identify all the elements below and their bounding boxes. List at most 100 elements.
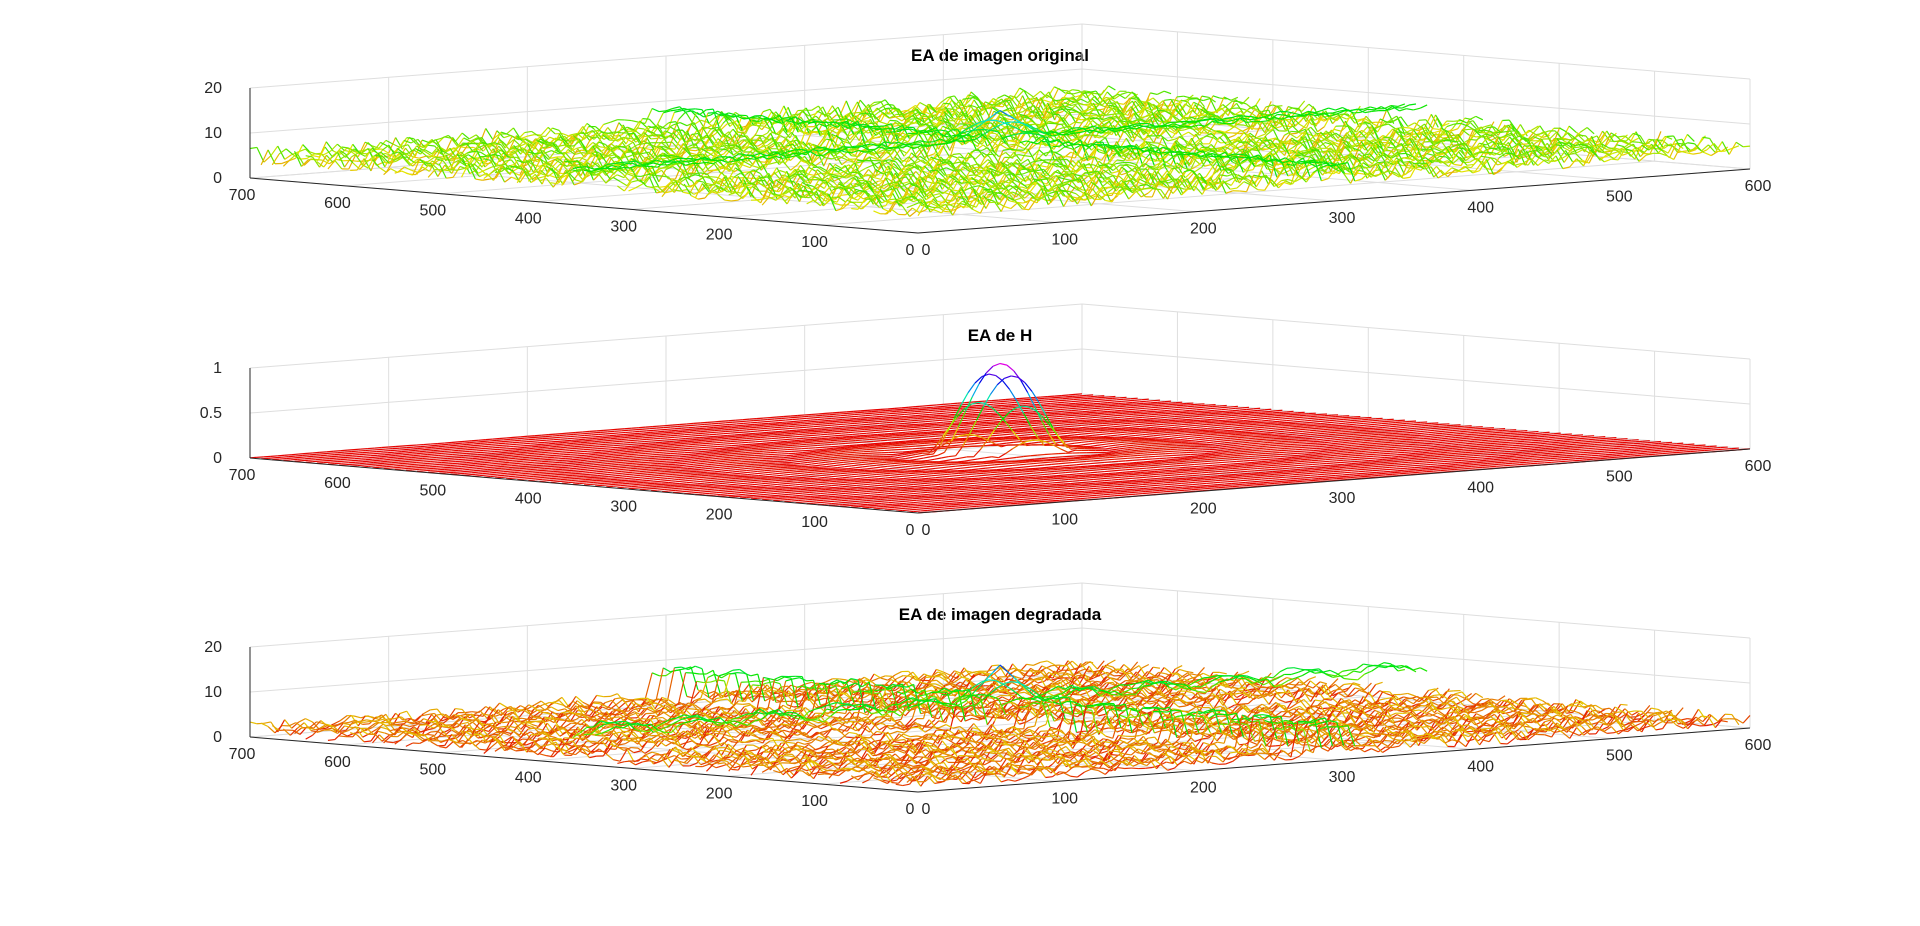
grid-line <box>388 166 1057 223</box>
surface-segment <box>955 112 964 124</box>
surface-segment <box>439 146 448 152</box>
surface-segment <box>360 147 369 155</box>
surface-segment <box>779 118 788 123</box>
surface-segment <box>341 146 349 149</box>
surface-segment <box>1084 134 1092 137</box>
surface-segment <box>631 119 639 123</box>
surface-segment <box>872 113 881 123</box>
surface-segment <box>1232 100 1240 103</box>
surface-segment <box>1065 89 1073 94</box>
surface-segment <box>454 132 463 142</box>
surface-segment <box>614 131 622 134</box>
surface-segment <box>417 138 426 148</box>
surface-segment <box>538 135 546 138</box>
surface-segment <box>1432 128 1440 131</box>
surface-segment <box>922 103 931 118</box>
surface-segment <box>651 107 660 113</box>
surface-segment <box>1013 95 1022 106</box>
surface-segment <box>1060 98 1068 101</box>
surface-segment <box>741 171 749 174</box>
surface-segment <box>951 105 960 116</box>
surface-segment <box>431 145 440 155</box>
surface-segment <box>1074 121 1082 124</box>
surface-segment <box>428 150 437 159</box>
surface-segment <box>515 135 524 143</box>
surface-segment <box>633 132 642 144</box>
surface-segment <box>648 134 656 138</box>
surface-segment <box>553 136 562 144</box>
surface-segment <box>260 149 269 166</box>
surface-segment <box>560 136 569 145</box>
surface-segment <box>1066 92 1074 95</box>
surface-segment <box>815 115 824 123</box>
surface-segment <box>725 113 734 118</box>
surface-segment <box>585 129 593 135</box>
surface-segment <box>937 106 946 122</box>
surface-segment <box>821 113 829 117</box>
surface-segment <box>442 147 451 156</box>
surface-segment <box>928 114 936 118</box>
surface-segment <box>866 108 875 123</box>
surface-segment <box>1108 85 1116 91</box>
surface-segment <box>949 103 958 119</box>
surface-segment <box>1353 111 1361 114</box>
surface-segment <box>1453 122 1461 125</box>
surface-segment <box>271 153 280 166</box>
surface-segment <box>371 145 380 149</box>
surface-segment <box>357 141 366 157</box>
surface-segment <box>1019 87 1027 93</box>
surface-segment <box>1015 95 1024 112</box>
surface-segment <box>743 118 752 131</box>
surface-segment <box>616 136 624 141</box>
surface-segment <box>547 126 556 135</box>
surface-segment <box>1176 120 1184 123</box>
surface-segment <box>685 110 693 113</box>
surface-segment <box>610 119 618 123</box>
surface-segment <box>773 142 781 145</box>
surface-segment <box>866 101 875 109</box>
surface-segment <box>384 153 393 168</box>
surface-segment <box>1016 89 1025 99</box>
surface-segment <box>742 124 750 132</box>
surface-segment <box>611 134 620 144</box>
surface-segment <box>722 115 731 124</box>
surface-segment <box>591 129 599 133</box>
surface-segment <box>933 102 942 111</box>
surface-segment <box>1035 96 1044 111</box>
surface-segment <box>635 118 643 133</box>
surface-segment <box>488 144 496 148</box>
surface-segment <box>603 121 611 125</box>
surface-segment <box>643 132 652 140</box>
surface-segment <box>1006 109 1015 119</box>
surface-segment <box>1003 99 1011 103</box>
surface-segment <box>1040 97 1049 110</box>
surface-segment <box>410 150 419 161</box>
surface-segment <box>611 122 620 140</box>
surface-segment <box>377 152 386 168</box>
surface-segment <box>621 161 629 164</box>
surface-segment <box>744 120 753 135</box>
surface-segment <box>677 107 685 111</box>
surface-segment <box>733 117 742 138</box>
surface-segment <box>363 158 372 172</box>
surface-segment <box>901 114 910 122</box>
surface-segment <box>632 131 641 145</box>
surface-segment <box>965 96 973 106</box>
surface-segment <box>622 124 631 138</box>
surface-segment <box>334 160 343 170</box>
surface-segment <box>391 151 399 155</box>
surface-segment <box>787 116 796 132</box>
surface-segment <box>428 139 437 144</box>
surface-segment <box>636 164 644 167</box>
surface-segment <box>1156 90 1165 95</box>
surface-segment <box>873 127 881 130</box>
surface-segment <box>301 159 309 167</box>
surface-segment <box>1371 110 1379 113</box>
surface-segment <box>1061 89 1069 92</box>
surface-segment <box>943 102 951 105</box>
surface-segment <box>1142 125 1150 127</box>
surface-segment <box>410 138 419 144</box>
surface-segment <box>339 150 348 156</box>
surface-segment <box>743 154 751 157</box>
surface-segment <box>977 101 986 118</box>
